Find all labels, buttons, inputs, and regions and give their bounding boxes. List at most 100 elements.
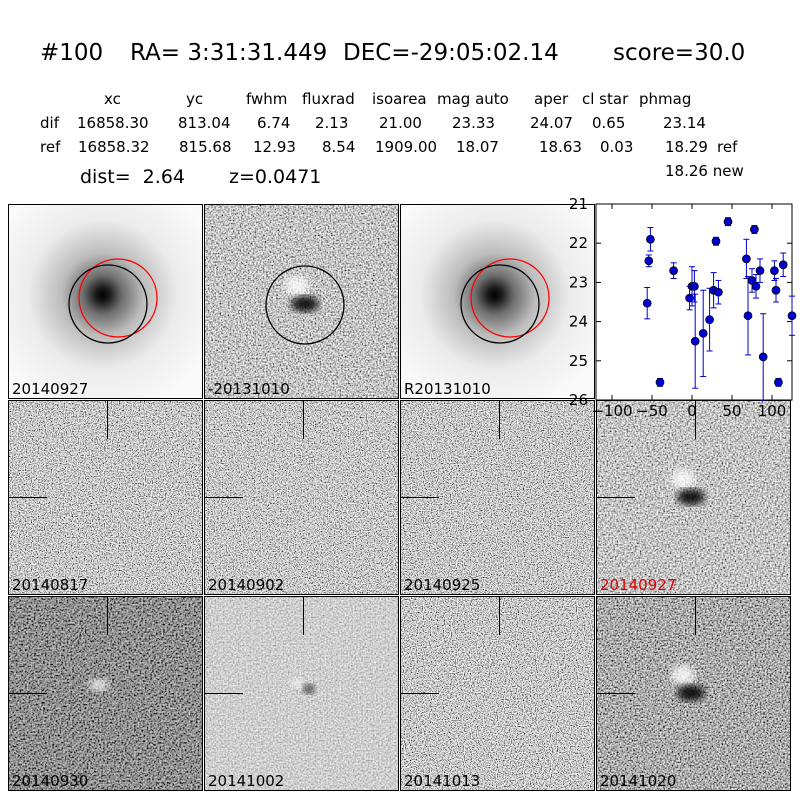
crosshair-tick <box>597 693 635 694</box>
crosshair-tick <box>695 597 696 635</box>
table-cell: 1909.00 <box>375 138 438 156</box>
light-curve-chart: 21 22 23 24 25 26−100 −50 0 50 100 <box>569 195 797 420</box>
col-header: fwhm <box>246 90 288 108</box>
table-cell: 16858.30 <box>77 114 149 132</box>
col-header: fluxrad <box>302 90 355 108</box>
stamp-image <box>9 401 202 594</box>
stamp-date-label: 20140817 <box>12 576 89 594</box>
data-point <box>774 378 783 387</box>
col-header: mag auto <box>437 90 509 108</box>
stamp-image <box>9 205 202 398</box>
stamp-date-label: 20141013 <box>404 772 481 790</box>
table-cell: 24.07 <box>530 114 573 132</box>
crosshair-tick <box>597 497 635 498</box>
table-cell: 23.14 <box>663 114 706 132</box>
crosshair-tick <box>401 497 439 498</box>
ra-value: RA= 3:31:31.449 <box>130 40 328 66</box>
crosshair-tick <box>107 401 108 439</box>
stamp-date-label: 20140925 <box>404 576 481 594</box>
table-cell: 8.54 <box>322 138 356 156</box>
stamp-image <box>205 205 398 398</box>
data-point <box>787 311 797 321</box>
candidate-title: #100 RA= 3:31:31.449 DEC=-29:05:02.14 sc… <box>0 40 800 72</box>
stamp-date-label: R20131010 <box>404 380 491 398</box>
stamp-panel: 20140925 <box>400 400 595 595</box>
data-point <box>669 266 678 275</box>
crosshair-tick <box>9 693 47 694</box>
col-header: cl star <box>582 90 629 108</box>
data-point <box>758 352 768 362</box>
stamp-panel: 20141013 <box>400 596 595 791</box>
table-cell: 18.29 <box>665 138 708 156</box>
stamp-image <box>401 401 594 594</box>
crosshair-tick <box>401 693 439 694</box>
row-name: ref <box>40 138 61 156</box>
table-cell: 815.68 <box>179 138 232 156</box>
data-point <box>778 260 788 270</box>
stamp-panel: R20131010 <box>400 204 595 399</box>
score-value: score=30.0 <box>613 40 746 66</box>
row-name: dif <box>40 114 59 132</box>
row-extra: ref <box>717 138 738 156</box>
data-point <box>642 298 652 308</box>
stamp-date-label: 20140927 <box>12 380 89 398</box>
y-tick-label: 22 <box>569 234 588 252</box>
table-cell: 18.63 <box>539 138 582 156</box>
data-point <box>705 315 714 324</box>
table-cell: 18.07 <box>456 138 499 156</box>
stamp-date-label: 20141020 <box>600 772 677 790</box>
y-tick-label: 25 <box>569 352 588 370</box>
data-point <box>751 281 761 291</box>
x-tick-label: 100 <box>758 402 787 420</box>
crosshair-tick <box>303 597 304 635</box>
col-header: aper <box>534 90 569 108</box>
table-cell: 12.93 <box>253 138 296 156</box>
data-point <box>771 285 781 295</box>
x-tick-label: 0 <box>687 402 697 420</box>
stamp-date-label: 20140927 <box>600 576 677 594</box>
crosshair-tick <box>205 693 243 694</box>
y-tick-label: 24 <box>569 313 588 331</box>
data-point <box>698 329 708 338</box>
data-point <box>723 217 733 226</box>
dist-value: dist= 2.64 <box>80 166 185 188</box>
crosshair-tick <box>9 497 47 498</box>
table-cell: 2.13 <box>315 114 349 132</box>
dec-value: DEC=-29:05:02.14 <box>343 40 559 66</box>
data-point <box>714 287 723 297</box>
stamp-image <box>401 597 594 790</box>
table-cell: 21.00 <box>379 114 422 132</box>
stamp-date-label: 20140902 <box>208 576 285 594</box>
stamp-panel: 20141020 <box>596 596 791 791</box>
redshift-value: z=0.0471 <box>229 166 322 188</box>
y-tick-label: 21 <box>569 195 588 213</box>
y-tick-label: 23 <box>569 273 588 291</box>
col-header: isoarea <box>372 90 427 108</box>
stamp-panel: 20141002 <box>204 596 399 791</box>
stamp-image <box>205 597 398 790</box>
data-point <box>690 281 699 291</box>
x-tick-label: 50 <box>722 402 741 420</box>
stamp-image <box>401 205 594 398</box>
x-tick-label: −50 <box>636 402 668 420</box>
data-point <box>690 336 700 346</box>
table-cell: 23.33 <box>452 114 495 132</box>
data-point <box>770 266 779 275</box>
table-cell: 16858.32 <box>78 138 150 156</box>
stamp-image <box>205 401 398 594</box>
stamp-panel: 20140817 <box>8 400 203 595</box>
new-phmag: 18.26 new <box>665 162 744 180</box>
data-point <box>646 234 655 244</box>
data-point <box>743 311 753 321</box>
stamp-date-label: -20131010 <box>208 380 290 398</box>
data-point <box>750 225 759 234</box>
stamp-panel: 20140930 <box>8 596 203 791</box>
stamp-panel: 20140927 <box>596 400 791 595</box>
crosshair-tick <box>499 597 500 635</box>
data-point <box>644 256 654 266</box>
table-cell: 0.65 <box>592 114 626 132</box>
stamp-date-label: 20140930 <box>12 772 89 790</box>
col-header: phmag <box>639 90 692 108</box>
crosshair-tick <box>499 401 500 439</box>
x-tick-label: −100 <box>591 402 632 420</box>
